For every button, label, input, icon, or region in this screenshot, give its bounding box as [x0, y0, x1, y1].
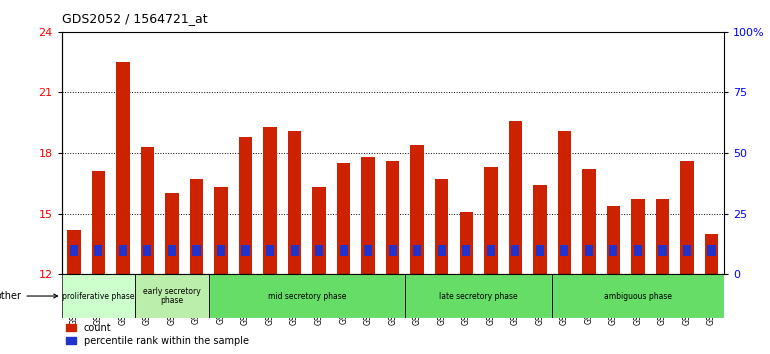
Bar: [70, 245, 78, 256]
Bar: [364, 245, 372, 256]
Bar: [340, 245, 348, 256]
Bar: [557, 131, 571, 274]
Bar: [242, 245, 249, 256]
Bar: [67, 230, 81, 274]
Text: other: other: [0, 291, 58, 301]
Bar: [405, 274, 552, 318]
Bar: [361, 157, 375, 274]
Bar: [508, 121, 522, 274]
Bar: [315, 245, 323, 256]
Bar: [62, 274, 136, 318]
Bar: [609, 245, 618, 256]
Bar: [533, 185, 547, 274]
Bar: [484, 167, 497, 274]
Bar: [462, 245, 470, 256]
Bar: [460, 212, 473, 274]
Bar: [708, 245, 715, 256]
Bar: [389, 245, 397, 256]
Bar: [582, 169, 596, 274]
Bar: [487, 245, 495, 256]
Bar: [263, 127, 276, 274]
Bar: [92, 171, 105, 274]
Bar: [143, 245, 152, 256]
Bar: [166, 193, 179, 274]
Bar: [435, 179, 448, 274]
Bar: [141, 147, 154, 274]
Text: mid secretory phase: mid secretory phase: [268, 292, 346, 301]
Bar: [631, 200, 644, 274]
Bar: [217, 245, 225, 256]
Bar: [189, 179, 203, 274]
Bar: [209, 274, 405, 318]
Bar: [214, 187, 228, 274]
Bar: [536, 245, 544, 256]
Bar: [266, 245, 274, 256]
Bar: [116, 62, 129, 274]
Bar: [658, 245, 667, 256]
Bar: [95, 245, 102, 256]
Bar: [437, 245, 446, 256]
Bar: [136, 274, 209, 318]
Text: early secretory
phase: early secretory phase: [143, 287, 201, 306]
Bar: [192, 245, 200, 256]
Bar: [239, 137, 253, 274]
Legend: count, percentile rank within the sample: count, percentile rank within the sample: [66, 323, 249, 346]
Bar: [705, 234, 718, 274]
Bar: [168, 245, 176, 256]
Bar: [561, 245, 568, 256]
Bar: [119, 245, 127, 256]
Bar: [288, 131, 301, 274]
Bar: [313, 187, 326, 274]
Bar: [290, 245, 299, 256]
Text: proliferative phase: proliferative phase: [62, 292, 135, 301]
Text: GDS2052 / 1564721_at: GDS2052 / 1564721_at: [62, 12, 207, 25]
Bar: [337, 163, 350, 274]
Bar: [386, 161, 400, 274]
Bar: [410, 145, 424, 274]
Text: late secretory phase: late secretory phase: [439, 292, 518, 301]
Bar: [607, 206, 620, 274]
Bar: [680, 161, 694, 274]
Bar: [552, 274, 724, 318]
Text: ambiguous phase: ambiguous phase: [604, 292, 672, 301]
Bar: [511, 245, 520, 256]
Bar: [585, 245, 593, 256]
Bar: [656, 200, 669, 274]
Bar: [683, 245, 691, 256]
Bar: [413, 245, 421, 256]
Bar: [634, 245, 642, 256]
